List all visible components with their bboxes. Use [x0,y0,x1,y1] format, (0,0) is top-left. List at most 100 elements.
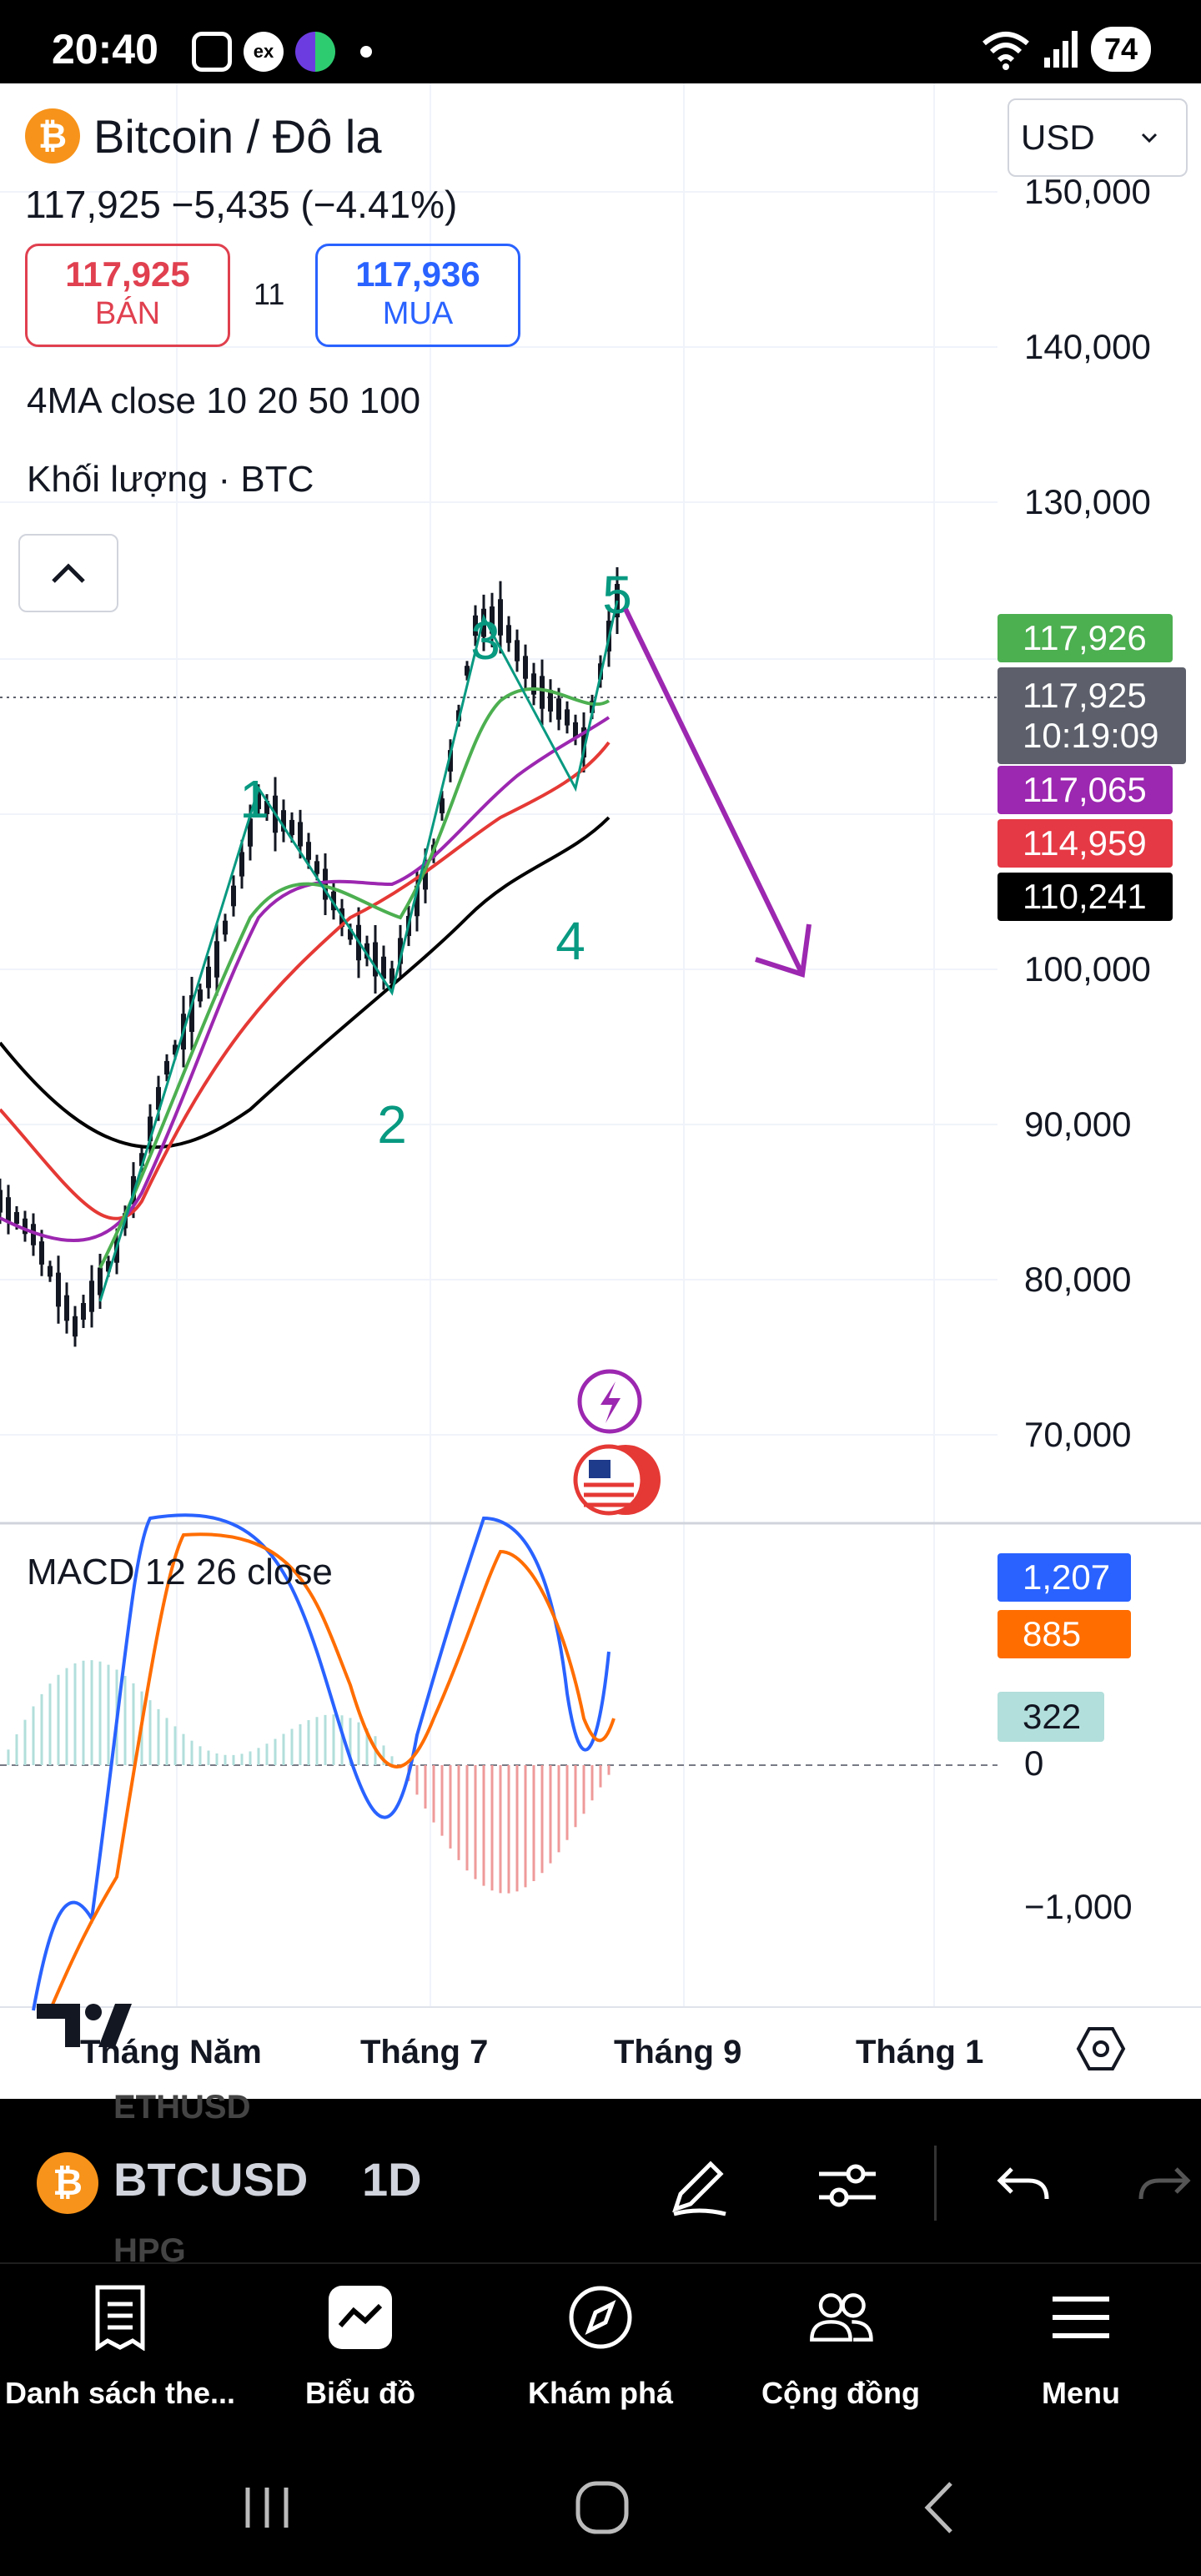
nav-item-watchlist[interactable]: Danh sách the... [0,2264,240,2443]
redo-icon [1138,2167,1191,2200]
price-candle-body [515,640,520,662]
price-axis-label: 90,000 [1024,1104,1132,1144]
wifi-icon [982,32,1029,70]
time-axis-label: Tháng 9 [614,2034,742,2070]
price-candle-body [214,941,219,978]
wave-label: 3 [470,611,500,671]
nav-item-community[interactable]: Cộng đồng [721,2264,961,2443]
tradingview-logo-slash [98,2004,132,2047]
nav-item-menu[interactable]: Menu [961,2264,1201,2443]
recent-apps-icon [245,2488,289,2528]
chevron-down-icon [1141,133,1157,143]
macd-low-label: −1,000 [1024,1887,1133,1926]
price-candle-body [531,673,536,695]
home-icon [575,2481,629,2534]
nav-label: Biểu đồ [305,2376,415,2410]
drawing-tools-button[interactable] [659,2146,739,2226]
price-candle-body [498,599,503,636]
home-button[interactable] [560,2466,644,2549]
price-candle-body [139,1153,144,1166]
macd-indicator-label[interactable]: MACD 12 26 close [27,1552,333,1592]
price-candle-body [573,722,578,738]
ma100-line [0,816,611,1150]
signal-line [48,1532,616,2011]
price-candle-body [523,656,528,679]
symbol-title-row[interactable]: ₿ Bitcoin / Đô la [25,108,382,164]
interval-selector[interactable]: 1D [362,2153,422,2206]
signal-value-tag: 885 [997,1610,1131,1658]
price-candle-body [364,943,369,959]
price-candle-body [348,928,353,940]
price-candle-body [189,995,194,1032]
pen-icon [672,2161,726,2216]
chart-icon [327,2284,394,2351]
price-candle-body [440,798,445,813]
price-candle-body [473,615,478,636]
collapse-legend-button[interactable] [18,534,118,612]
macd-value-tag: 1,207 [997,1553,1131,1602]
price-candle-body [448,750,453,772]
ma10-line [98,687,611,1269]
price-candle-body [490,606,495,634]
system-navigation-bar [0,2441,1201,2576]
price-candle-body [31,1224,36,1245]
projection-arrow-head [755,923,812,978]
green-app-icon [295,32,335,72]
price-candle-body [48,1265,53,1277]
moving-averages [0,687,611,1269]
price-candle-body [465,666,470,676]
price-change-line: 117,925 −5,435 (−4.41%) [25,183,458,226]
undo-icon [997,2167,1049,2200]
ma20-price-tag: 117,065 [997,766,1173,814]
chevron-up-icon [52,563,85,583]
wave-label: 2 [377,1094,407,1155]
buy-button[interactable]: 117,936 MUA [315,244,520,347]
volume-indicator-label[interactable]: Khối lượng · BTC [27,459,314,500]
sliders-icon [819,2164,876,2207]
indicators-button[interactable] [807,2146,887,2226]
us-flag-canton [589,1460,611,1478]
price-candle-body [289,819,294,836]
price-candle-body [540,676,545,709]
price-candle-body [506,625,511,643]
redo-button[interactable] [1134,2146,1201,2226]
ma10-price-tag: 117,926 [997,614,1173,662]
price-candle-body [381,956,386,979]
spread-value: 11 [254,277,285,311]
currency-select[interactable]: USD [1008,98,1188,177]
nav-item-explore[interactable]: Khám phá [480,2264,721,2443]
price-candle-body [206,966,211,989]
price-candle-body [6,1197,11,1222]
ma-indicator-label[interactable]: 4MA close 10 20 50 100 [27,380,421,421]
community-icon [807,2284,874,2351]
dot-icon [360,46,372,58]
price-candle-body [373,942,378,977]
price-candle-body [389,968,394,984]
symbol-title[interactable]: Bitcoin / Đô la [93,109,382,163]
macd-zero-label: 0 [1024,1743,1044,1783]
back-button[interactable] [897,2466,981,2549]
price-candle-body [56,1272,61,1307]
nav-item-chart[interactable]: Biểu đồ [240,2264,480,2443]
price-candle-body [481,608,486,637]
macd-pane [0,1513,997,2047]
status-bar: 20:40 ex 74 [0,0,1201,83]
price-candle-body [198,989,203,1002]
time-axis-label: Tháng Năm [80,2034,262,2070]
wave-label: 4 [555,911,585,971]
ma100-price-tag: 110,241 [997,873,1173,921]
undo-button[interactable] [984,2146,1064,2226]
back-icon [924,2482,952,2533]
status-time: 20:40 [52,26,158,73]
symbol-selector[interactable]: BTCUSD [113,2153,309,2206]
recent-apps-button[interactable] [225,2466,309,2549]
price-candle-body [423,862,428,890]
signal-icon [1043,31,1078,68]
sell-button[interactable]: 117,925 BÁN [25,244,230,347]
chart-settings-button[interactable] [1071,2019,1131,2079]
ma50-line [0,741,611,1220]
price-candle-body [106,1260,111,1272]
